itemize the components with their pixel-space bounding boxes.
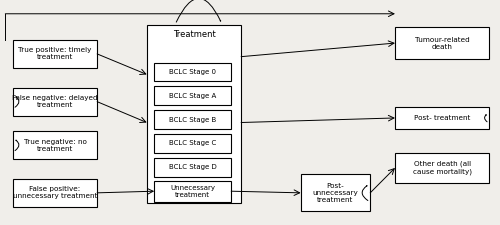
Text: True negative: no
treatment: True negative: no treatment — [24, 139, 86, 152]
Text: Post- treatment: Post- treatment — [414, 115, 470, 121]
FancyBboxPatch shape — [154, 158, 231, 177]
Text: Unnecessary
treatment: Unnecessary treatment — [170, 185, 215, 198]
FancyBboxPatch shape — [12, 179, 97, 207]
Text: BCLC Stage A: BCLC Stage A — [169, 93, 216, 99]
FancyArrowPatch shape — [15, 140, 19, 151]
FancyBboxPatch shape — [300, 174, 370, 211]
FancyArrowPatch shape — [362, 186, 368, 200]
FancyBboxPatch shape — [154, 86, 231, 105]
Text: BCLC Stage D: BCLC Stage D — [169, 164, 216, 170]
Text: True positive: timely
treatment: True positive: timely treatment — [18, 47, 92, 61]
Text: Other death (all
cause mortality): Other death (all cause mortality) — [412, 161, 472, 175]
FancyBboxPatch shape — [154, 134, 231, 153]
Text: Treatment: Treatment — [172, 30, 216, 39]
FancyBboxPatch shape — [395, 107, 490, 129]
Text: BCLC Stage C: BCLC Stage C — [169, 140, 216, 146]
FancyBboxPatch shape — [154, 110, 231, 129]
FancyArrowPatch shape — [176, 0, 220, 22]
FancyBboxPatch shape — [147, 25, 241, 202]
FancyBboxPatch shape — [12, 131, 97, 159]
Text: False positive:
unnecessary treatment: False positive: unnecessary treatment — [13, 186, 97, 199]
FancyArrowPatch shape — [15, 97, 19, 107]
FancyBboxPatch shape — [154, 181, 231, 202]
FancyBboxPatch shape — [154, 63, 231, 81]
Text: BCLC Stage B: BCLC Stage B — [169, 117, 216, 123]
FancyBboxPatch shape — [395, 153, 490, 183]
Text: BCLC Stage 0: BCLC Stage 0 — [169, 69, 216, 75]
Text: False negative: delayed
treatment: False negative: delayed treatment — [12, 95, 98, 108]
FancyBboxPatch shape — [395, 27, 490, 59]
Text: Post-
unnecessary
treatment: Post- unnecessary treatment — [312, 183, 358, 203]
Text: Tumour-related
death: Tumour-related death — [415, 37, 470, 50]
FancyArrowPatch shape — [484, 115, 487, 122]
FancyBboxPatch shape — [12, 88, 97, 116]
FancyBboxPatch shape — [12, 40, 97, 68]
